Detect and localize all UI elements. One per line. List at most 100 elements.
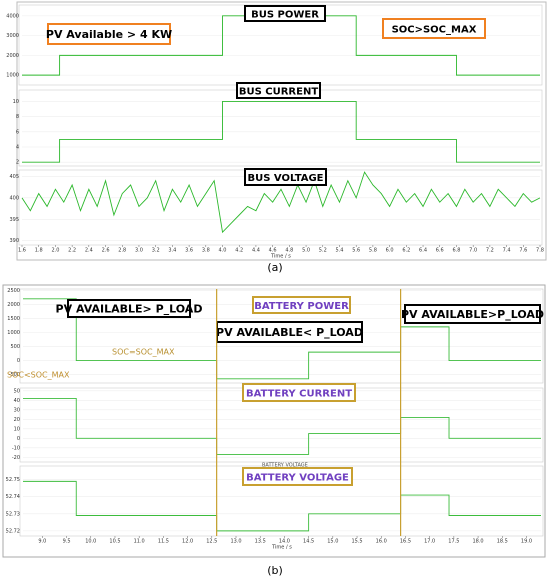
x-axis-label: Time / s xyxy=(271,545,292,551)
x-tick-label: 1.6 xyxy=(18,248,26,254)
y-tick-label: 2000 xyxy=(6,53,19,59)
annotation-box xyxy=(404,304,541,324)
y-tick-label: -20 xyxy=(12,455,20,461)
x-tick-label: 12.0 xyxy=(182,539,193,545)
annotation-box xyxy=(244,168,327,186)
annotation-box xyxy=(242,467,353,486)
y-tick-label: 2500 xyxy=(7,288,20,294)
y-tick-label: 390 xyxy=(9,238,19,244)
x-tick-label: 12.5 xyxy=(206,539,217,545)
x-tick-label: 4.0 xyxy=(219,248,227,254)
x-tick-label: 6.8 xyxy=(452,248,460,254)
series-line xyxy=(23,480,541,532)
annotation: BUS POWER xyxy=(251,10,319,21)
x-tick-label: 5.4 xyxy=(336,248,344,254)
x-tick-label: 10.5 xyxy=(109,539,120,545)
x-tick-label: 15.5 xyxy=(351,539,362,545)
x-tick-label: 9.5 xyxy=(63,539,71,545)
x-tick-label: 4.2 xyxy=(235,248,243,254)
x-tick-label: 16.0 xyxy=(376,539,387,545)
x-tick-label: 14.5 xyxy=(303,539,314,545)
x-tick-label: 10.0 xyxy=(85,539,96,545)
annotation: BATTERY VOLTAGE xyxy=(262,463,308,469)
y-tick-label: 4000 xyxy=(6,13,19,19)
y-tick-label: 52.73 xyxy=(6,511,20,517)
annotation: PV Available > 4 KW xyxy=(46,28,172,41)
y-tick-label: 1000 xyxy=(7,330,20,336)
y-tick-label: 0 xyxy=(17,436,20,442)
x-tick-label: 2.2 xyxy=(68,248,76,254)
y-tick-label: 4 xyxy=(16,145,19,151)
x-tick-label: 7.2 xyxy=(486,248,494,254)
x-tick-label: 5.8 xyxy=(369,248,377,254)
x-tick-label: 3.2 xyxy=(152,248,160,254)
x-tick-label: 18.5 xyxy=(497,539,508,545)
x-tick-label: 18.0 xyxy=(472,539,483,545)
x-tick-label: 3.4 xyxy=(168,248,176,254)
x-tick-label: 13.5 xyxy=(255,539,266,545)
x-tick-label: 17.5 xyxy=(448,539,459,545)
annotation: BUS VOLTAGE xyxy=(247,173,323,184)
y-tick-label: 20 xyxy=(14,417,20,423)
series-line xyxy=(23,397,541,455)
x-tick-label: 9.0 xyxy=(38,539,46,545)
annotation-box xyxy=(244,5,326,22)
panel-a-frame xyxy=(16,1,547,261)
series-line xyxy=(21,171,541,234)
x-tick-label: 7.8 xyxy=(536,248,544,254)
y-tick-label: 10 xyxy=(14,426,20,432)
x-tick-label: 13.0 xyxy=(230,539,241,545)
y-tick-label: 500 xyxy=(10,344,20,350)
y-tick-label: 1500 xyxy=(7,316,20,322)
x-tick-label: 4.6 xyxy=(269,248,277,254)
y-tick-label: 8 xyxy=(16,114,19,120)
y-tick-label: 40 xyxy=(14,398,20,404)
x-tick-label: 7.4 xyxy=(503,248,511,254)
x-tick-label: 6.6 xyxy=(436,248,444,254)
y-tick-label: 2000 xyxy=(7,302,20,308)
x-tick-label: 7.6 xyxy=(519,248,527,254)
y-tick-label: 3000 xyxy=(6,33,19,39)
x-tick-label: 6.2 xyxy=(402,248,410,254)
x-tick-label: 7.0 xyxy=(469,248,477,254)
x-tick-label: 1.8 xyxy=(35,248,43,254)
annotation-box xyxy=(242,383,356,402)
annotation: BATTERY CURRENT xyxy=(246,389,352,400)
x-tick-label: 5.2 xyxy=(319,248,327,254)
annotation: SOC>SOC_MAX xyxy=(392,25,477,36)
y-tick-label: 52.74 xyxy=(6,494,20,500)
annotation: BATTERY VOLTAGE xyxy=(246,473,349,484)
annotation: PV AVAILABLE> P_LOAD xyxy=(56,303,203,316)
annotation: BUS CURRENT xyxy=(239,87,318,98)
series-line xyxy=(23,298,541,380)
x-tick-label: 15.0 xyxy=(327,539,338,545)
x-tick-label: 2.4 xyxy=(85,248,93,254)
x-tick-label: 2.6 xyxy=(102,248,110,254)
annotation: PV AVAILABLE< P_LOAD xyxy=(216,326,363,339)
x-tick-label: 17.0 xyxy=(424,539,435,545)
annotation-box xyxy=(67,299,191,318)
y-tick-label: 405 xyxy=(9,174,19,180)
annotation: SOC<SOC_MAX xyxy=(7,371,70,380)
y-tick-label: 52.72 xyxy=(6,528,20,534)
annotation-box xyxy=(236,82,321,99)
y-tick-label: 395 xyxy=(9,217,19,223)
series-line xyxy=(22,100,540,163)
y-tick-label: 30 xyxy=(14,407,20,413)
x-tick-label: 16.5 xyxy=(400,539,411,545)
plot-area xyxy=(18,89,543,167)
caption: (b) xyxy=(267,564,283,577)
x-tick-label: 4.8 xyxy=(285,248,293,254)
x-tick-label: 11.5 xyxy=(158,539,169,545)
y-tick-label: -500 xyxy=(9,372,20,378)
x-tick-label: 6.4 xyxy=(419,248,427,254)
annotation-box xyxy=(382,18,486,39)
annotation: BATTERY POWER xyxy=(254,301,349,312)
y-tick-label: 50 xyxy=(14,388,20,394)
x-tick-label: 3.6 xyxy=(185,248,193,254)
x-tick-label: 4.4 xyxy=(252,248,260,254)
panel-b-frame xyxy=(2,284,546,558)
x-tick-label: 6.0 xyxy=(386,248,394,254)
